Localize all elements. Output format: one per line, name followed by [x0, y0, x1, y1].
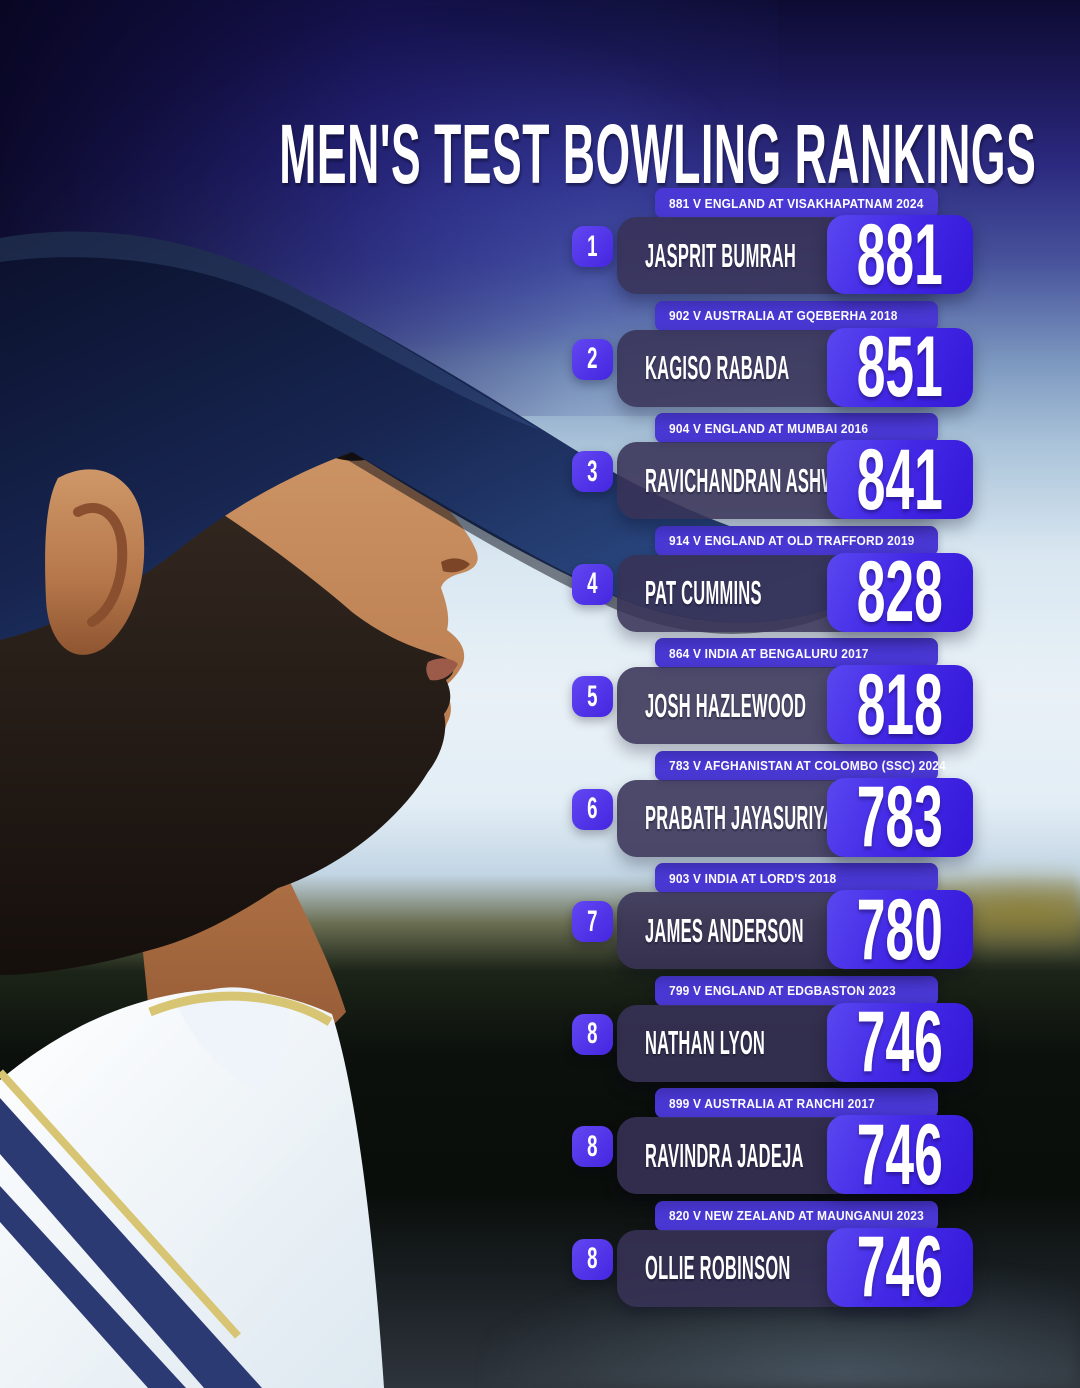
rating-value: 746 [856, 1219, 944, 1315]
career-best-bar: 881 V ENGLAND AT VISAKHAPATNAM 2024 [655, 188, 938, 218]
ranking-row: 903 V INDIA AT LORD'S 2018 JAMES ANDERSO… [572, 863, 973, 976]
rank-number: 1 [587, 229, 598, 263]
rank-badge: 8 [572, 1238, 613, 1280]
rank-badge: 3 [572, 451, 613, 492]
career-best-bar: 903 V INDIA AT LORD'S 2018 [655, 863, 938, 893]
rank-badge: 1 [572, 226, 613, 267]
rank-number: 8 [587, 1242, 598, 1275]
rating-box: 746 [827, 1224, 973, 1310]
rating-box: 841 [827, 437, 973, 523]
career-best-bar: 914 V ENGLAND AT OLD TRAFFORD 2019 [655, 525, 938, 556]
rank-badge: 6 [572, 788, 613, 830]
rating-value: 780 [856, 881, 944, 978]
rating-value: 746 [856, 994, 944, 1090]
rating-box: 746 [827, 1112, 973, 1198]
page-title: MEN'S TEST BOWLING RANKINGS [278, 107, 1036, 202]
rank-number: 6 [587, 792, 598, 825]
career-best-bar: 820 V NEW ZEALAND AT MAUNGANUI 2023 [655, 1200, 938, 1231]
rating-value: 783 [856, 769, 944, 865]
career-best-label: 864 V INDIA AT BENGALURU 2017 [669, 645, 869, 661]
rank-number: 8 [587, 1017, 598, 1050]
rank-badge: 8 [572, 1126, 613, 1167]
ranking-row: 899 V AUSTRALIA AT RANCHI 2017 RAVINDRA … [572, 1088, 973, 1201]
career-best-label: 903 V INDIA AT LORD'S 2018 [669, 870, 837, 886]
career-best-bar: 902 V AUSTRALIA AT GQEBERHA 2018 [655, 300, 938, 331]
rating-value: 851 [856, 319, 944, 415]
career-best-bar: 783 V AFGHANISTAN AT COLOMBO (SSC) 2024 [655, 750, 946, 781]
career-best-bar: 864 V INDIA AT BENGALURU 2017 [655, 638, 938, 668]
rank-badge: 8 [572, 1013, 613, 1055]
rating-box: 828 [827, 549, 973, 635]
rank-number: 3 [587, 454, 598, 488]
career-best-bar: 899 V AUSTRALIA AT RANCHI 2017 [655, 1088, 938, 1118]
rank-badge: 2 [572, 338, 613, 380]
rating-box: 780 [827, 887, 973, 973]
career-best-label: 881 V ENGLAND AT VISAKHAPATNAM 2024 [669, 195, 924, 211]
rating-box: 818 [827, 662, 973, 748]
career-best-label: 904 V ENGLAND AT MUMBAI 2016 [669, 420, 869, 436]
ranking-row: 902 V AUSTRALIA AT GQEBERHA 2018 KAGISO … [572, 300, 973, 414]
player-name: JAMES ANDERSON [645, 911, 804, 949]
career-best-label: 902 V AUSTRALIA AT GQEBERHA 2018 [669, 308, 898, 323]
career-best-bar: 799 V ENGLAND AT EDGBASTON 2023 [655, 975, 938, 1006]
rating-value: 828 [856, 544, 944, 640]
ranking-row: 820 V NEW ZEALAND AT MAUNGANUI 2023 OLLI… [572, 1200, 973, 1314]
rating-value: 841 [856, 431, 944, 528]
rating-box: 851 [827, 324, 973, 410]
player-name: PAT CUMMINS [645, 574, 762, 611]
career-best-label: 799 V ENGLAND AT EDGBASTON 2023 [669, 983, 896, 998]
career-best-label: 783 V AFGHANISTAN AT COLOMBO (SSC) 2024 [669, 758, 946, 773]
rank-number: 7 [587, 904, 598, 938]
career-best-bar: 904 V ENGLAND AT MUMBAI 2016 [655, 413, 938, 443]
ranking-row: 799 V ENGLAND AT EDGBASTON 2023 NATHAN L… [572, 975, 973, 1089]
rating-box: 783 [827, 774, 973, 860]
ranking-row: 864 V INDIA AT BENGALURU 2017 JOSH HAZLE… [572, 638, 973, 751]
career-best-label: 914 V ENGLAND AT OLD TRAFFORD 2019 [669, 533, 915, 548]
rating-value: 818 [856, 656, 944, 753]
career-best-label: 899 V AUSTRALIA AT RANCHI 2017 [669, 1095, 876, 1111]
ranking-row: 881 V ENGLAND AT VISAKHAPATNAM 2024 JASP… [572, 188, 973, 301]
player-name: KAGISO RABADA [645, 349, 790, 386]
rank-number: 5 [587, 679, 598, 713]
player-name: RAVINDRA JADEJA [645, 1136, 804, 1174]
rank-number: 8 [587, 1129, 598, 1163]
rank-badge: 5 [572, 676, 613, 717]
player-name: PRABATH JAYASURIYA [645, 799, 836, 836]
ranking-row: 783 V AFGHANISTAN AT COLOMBO (SSC) 2024 … [572, 750, 973, 864]
player-name: OLLIE ROBINSON [645, 1249, 791, 1286]
rank-badge: 7 [572, 901, 613, 942]
rank-number: 4 [587, 567, 598, 600]
rating-value: 881 [856, 206, 944, 303]
player-name: NATHAN LYON [645, 1024, 766, 1061]
rating-box: 881 [827, 212, 973, 298]
player-name: JASPRIT BUMRAH [645, 236, 797, 274]
ranking-row: 914 V ENGLAND AT OLD TRAFFORD 2019 PAT C… [572, 525, 973, 639]
player-name: RAVICHANDRAN ASHWIN [645, 461, 855, 499]
rating-value: 746 [856, 1106, 944, 1203]
career-best-label: 820 V NEW ZEALAND AT MAUNGANUI 2023 [669, 1208, 924, 1223]
rank-number: 2 [587, 342, 598, 375]
rank-badge: 4 [572, 563, 613, 605]
ranking-row: 904 V ENGLAND AT MUMBAI 2016 RAVICHANDRA… [572, 413, 973, 526]
player-name: JOSH HAZLEWOOD [645, 686, 807, 724]
rating-box: 746 [827, 999, 973, 1085]
rankings-list: 881 V ENGLAND AT VISAKHAPATNAM 2024 JASP… [572, 188, 973, 1313]
